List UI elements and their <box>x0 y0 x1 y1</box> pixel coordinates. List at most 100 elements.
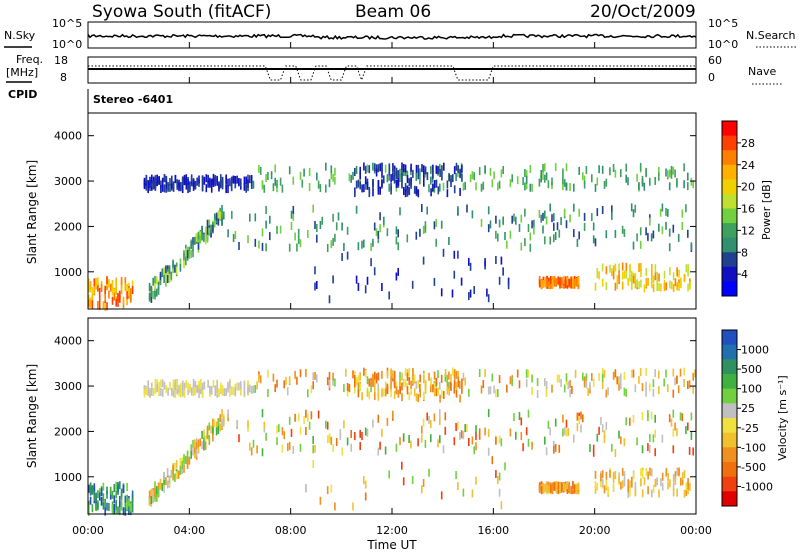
vel-cell-183 <box>197 445 200 454</box>
power-cell-601 <box>392 172 394 181</box>
xtick-label-6: 00:00 <box>680 524 712 537</box>
vel-cell-831 <box>614 449 617 458</box>
vel-cell-846 <box>650 411 653 420</box>
vel-cell-870 <box>319 496 322 505</box>
vel-cell-726 <box>361 432 363 440</box>
vel-cell-646 <box>444 369 447 377</box>
noise-right-label: N.Search <box>746 29 796 42</box>
power-cell-635 <box>415 164 418 173</box>
power-cell-491 <box>542 171 544 180</box>
power-cell-575 <box>368 186 371 195</box>
vel-cell-228 <box>143 385 146 394</box>
vel-cell-657 <box>453 371 456 380</box>
power-cell-757 <box>466 204 468 213</box>
power-cell-192 <box>210 224 212 233</box>
vel-cell-538 <box>676 375 678 384</box>
power-cell-625 <box>406 175 409 184</box>
vel-cell-466 <box>525 369 528 378</box>
power-cell-371 <box>258 164 260 173</box>
power-cell-650 <box>432 171 434 180</box>
power-cell-258 <box>167 183 169 192</box>
power-cell-405 <box>350 174 352 183</box>
vel-cell-517 <box>632 369 635 378</box>
power-cell-378 <box>270 171 273 180</box>
vel-cell-257 <box>169 382 171 391</box>
power-cell-300 <box>194 181 197 190</box>
vel-cell-252 <box>161 379 164 388</box>
power-cell-704 <box>299 239 302 248</box>
power-cell-1000 <box>601 263 604 272</box>
power-cell-522 <box>614 169 617 178</box>
vel-cell-437 <box>444 373 447 382</box>
vel-cell-871 <box>326 486 329 495</box>
vel-cell-849 <box>654 414 656 423</box>
vel-cell-573 <box>374 379 376 388</box>
vel-cell-1037 <box>641 470 644 479</box>
vel-cell-400 <box>348 383 351 392</box>
vel-cell-1069 <box>681 477 684 486</box>
vel-cell-1034 <box>640 468 642 477</box>
vel-cell-882 <box>421 485 423 494</box>
power-cell-892 <box>495 256 497 264</box>
vel-cell-295 <box>196 384 198 393</box>
vel-cell-999 <box>603 485 606 494</box>
power-cell-700 <box>294 232 296 241</box>
power-cell-817 <box>594 238 597 247</box>
vel-cell-729 <box>372 419 374 428</box>
vel-cell-117 <box>157 488 160 497</box>
power-cell-862 <box>346 251 349 260</box>
vel-cell-1074 <box>685 482 688 491</box>
noise-series <box>87 33 697 40</box>
vel-cell-359 <box>247 386 249 395</box>
vel-cell-690 <box>288 441 291 450</box>
power-cell-1070 <box>672 272 675 281</box>
power-cell-743 <box>415 231 418 240</box>
vel-cell-908 <box>540 486 543 495</box>
vel-cell-702 <box>308 421 311 430</box>
vel-cell-1064 <box>676 467 678 476</box>
vel-cell-684 <box>276 437 278 446</box>
power-cell-495 <box>547 180 550 189</box>
vel-cell-707 <box>317 410 320 419</box>
power-cell-494 <box>545 172 548 181</box>
vel-cell-1050 <box>658 489 660 498</box>
power-cell-403 <box>334 167 336 176</box>
vel-cell-278 <box>181 380 184 389</box>
power-cell-32 <box>104 285 106 294</box>
vel-cell-622 <box>417 394 420 402</box>
power-cell-570 <box>364 176 367 185</box>
power-cell-748 <box>424 221 427 230</box>
vel-cell-95 <box>131 504 134 513</box>
vel-cell-529 <box>658 370 660 379</box>
power-cell-790 <box>544 236 546 245</box>
power-cell-715 <box>332 213 334 222</box>
xtick-label-1: 04:00 <box>173 524 205 537</box>
power-cell-1025 <box>629 265 631 274</box>
power-cell-508 <box>578 166 580 175</box>
vel-cell-741 <box>402 433 405 442</box>
vel-cell-799 <box>549 427 551 436</box>
vel-cell-594 <box>393 370 396 379</box>
vel-cell-66 <box>119 481 121 490</box>
power-cell-525 <box>625 174 627 183</box>
power-cell-861 <box>341 253 343 261</box>
power-cell-592 <box>381 162 383 171</box>
vel-cell-1053 <box>661 482 664 491</box>
power-cell-976 <box>570 280 572 289</box>
vel-cell-218 <box>219 414 221 423</box>
vel-cell-281 <box>185 380 188 388</box>
vel-cell-773 <box>475 432 477 441</box>
power-cell-356 <box>243 176 246 185</box>
vel-cell-275 <box>180 382 182 391</box>
power-cell-749 <box>426 206 428 215</box>
power-cell-149 <box>188 250 191 259</box>
vel-cell-586 <box>386 386 389 394</box>
power-cell-787 <box>540 214 542 223</box>
vel-cell-241 <box>154 378 157 387</box>
power-cell-477 <box>522 177 524 185</box>
vel-cell-404 <box>357 384 360 393</box>
vel-cell-515 <box>625 388 627 397</box>
vel-cell-556 <box>359 383 361 392</box>
vel-cell-625 <box>419 389 421 398</box>
vel-cell-176 <box>194 439 196 448</box>
